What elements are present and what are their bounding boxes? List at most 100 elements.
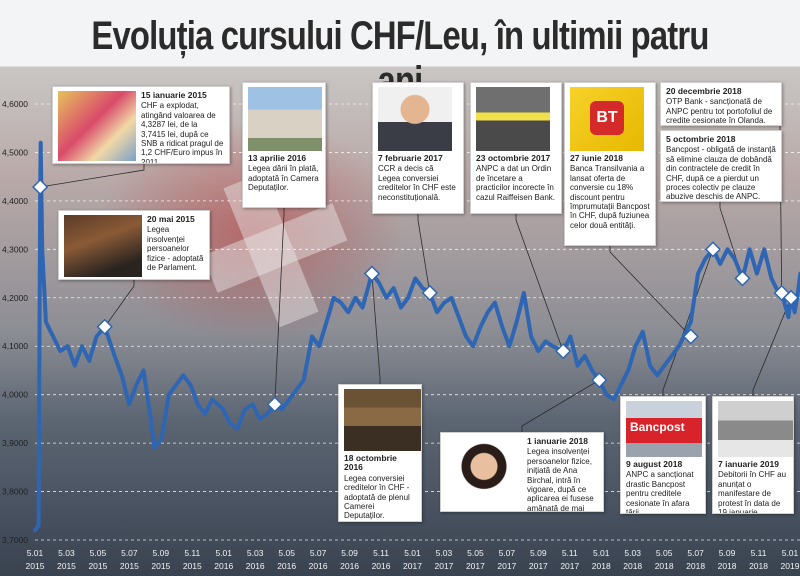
x-tick-month: 5.01 — [404, 548, 421, 558]
parliament-palace-photo — [248, 87, 322, 151]
ccr-official-photo — [378, 87, 452, 151]
x-tick-year: 2015 — [26, 561, 45, 571]
connector-line — [662, 249, 714, 396]
annotation-20-may-2015: 20 mai 2015 Legea insolvenței persoanelor… — [58, 210, 210, 280]
x-tick-year: 2018 — [655, 561, 674, 571]
x-tick-month: 5.05 — [278, 548, 295, 558]
bancpost-sign-photo: Bancpost — [626, 401, 702, 457]
event-marker — [682, 328, 699, 345]
event-marker — [266, 396, 283, 413]
x-tick-year: 2018 — [592, 561, 611, 571]
connector-line — [40, 164, 145, 188]
bt-logo: BT — [590, 101, 624, 135]
connector-line — [752, 297, 792, 396]
annotation-7-jan-2019: 7 ianuarie 2019 Debitorii în CHF au anunț… — [712, 396, 794, 514]
x-tick-month: 5.01 — [27, 548, 44, 558]
y-tick-label: 4,0000 — [2, 390, 28, 400]
annotation-date: 20 mai 2015 — [147, 215, 195, 224]
x-tick-year: 2016 — [246, 561, 265, 571]
annotation-date: 15 ianuarie 2015 — [141, 91, 207, 100]
annotation-7-feb-2017: 7 februarie 2017 CCR a decis că Legea con… — [372, 82, 464, 214]
y-tick-label: 4,4000 — [2, 196, 28, 206]
connector-line — [521, 379, 600, 432]
x-tick-year: 2015 — [120, 561, 139, 571]
connector-line — [515, 214, 564, 352]
event-markers — [32, 178, 800, 413]
annotation-text: Bancpost - obligată de instanță să elimi… — [666, 145, 776, 202]
swiss-banknotes-photo — [58, 91, 136, 161]
x-tick-month: 5.03 — [247, 548, 264, 558]
connector-line — [274, 208, 285, 405]
x-axis-ticks: 5.01 2015 5.03 2015 5.05 2015 5.07 2015 5.09 2015… — [26, 548, 800, 571]
x-tick-year: 2018 — [749, 561, 768, 571]
x-tick-year: 2016 — [309, 561, 328, 571]
x-tick-year: 2019 — [781, 561, 800, 571]
annotation-date: 23 octombrie 2017 — [476, 153, 551, 163]
annotation-5-oct-2018: 5 octombrie 2018 Bancpost - obligată de i… — [660, 130, 782, 202]
connector-line — [719, 202, 743, 279]
annotation-27-jun-2018: BT 27 iunie 2018 Banca Transilvania a lan… — [564, 82, 656, 246]
y-axis-ticks: 3,7000 3,8000 3,9000 4,0000 4,1000 4,2000 4,30… — [2, 99, 28, 545]
bancpost-logo: Bancpost — [630, 420, 685, 434]
x-tick-year: 2018 — [718, 561, 737, 571]
raiffeisen-bank-photo — [476, 87, 550, 151]
y-tick-label: 4,2000 — [2, 293, 28, 303]
connector-line — [371, 273, 381, 384]
x-tick-month: 5.11 — [373, 548, 389, 558]
annotation-text: Legea dării în plată, adoptată în Camera… — [248, 164, 319, 193]
x-tick-year: 2016 — [277, 561, 296, 571]
x-tick-year: 2017 — [529, 561, 548, 571]
y-tick-label: 4,5000 — [2, 147, 28, 157]
x-tick-month: 5.11 — [562, 548, 578, 558]
y-tick-label: 3,9000 — [2, 438, 28, 448]
annotation-23-oct-2017: 23 octombrie 2017 ANPC a dat un Ordin de … — [470, 82, 562, 214]
x-tick-month: 5.03 — [436, 548, 453, 558]
y-tick-label: 4,3000 — [2, 244, 28, 254]
y-tick-label: 4,1000 — [2, 341, 28, 351]
x-tick-year: 2016 — [214, 561, 233, 571]
annotation-text: ANPC a dat un Ordin de încetare a practi… — [476, 164, 556, 202]
x-tick-month: 5.07 — [121, 548, 138, 558]
x-tick-month: 5.05 — [467, 548, 484, 558]
x-tick-month: 5.07 — [310, 548, 327, 558]
annotation-text: OTP Bank - sancționată de ANPC pentru to… — [666, 97, 773, 126]
x-tick-month: 5.01 — [215, 548, 232, 558]
banca-transilvania-logo-photo: BT — [570, 87, 644, 151]
annotation-date: 9 august 2018 — [626, 459, 683, 469]
x-tick-year: 2017 — [466, 561, 485, 571]
x-tick-month: 5.05 — [90, 548, 107, 558]
event-marker — [555, 342, 572, 360]
annotation-date: 13 aprilie 2016 — [248, 153, 307, 163]
x-tick-year: 2017 — [403, 561, 422, 571]
annotation-13-apr-2016: 13 aprilie 2016 Legea dării în plată, ado… — [242, 82, 326, 208]
x-tick-month: 5.03 — [624, 548, 641, 558]
annotation-date: 18 octombrie 2016 — [344, 453, 397, 473]
connector-line — [609, 246, 692, 337]
annotation-text: Legea insolvenței persoanelor fizice, in… — [527, 447, 594, 512]
annotation-9-aug-2018: Bancpost 9 august 2018 ANPC a sancționat … — [620, 396, 706, 514]
x-tick-month: 5.01 — [782, 548, 799, 558]
x-tick-year: 2017 — [497, 561, 516, 571]
annotation-date: 5 octombrie 2018 — [666, 135, 736, 144]
x-tick-year: 2015 — [151, 561, 170, 571]
event-marker — [421, 284, 438, 302]
event-marker — [32, 178, 49, 196]
y-tick-label: 3,7000 — [2, 535, 28, 545]
x-tick-month: 5.09 — [153, 548, 170, 558]
chf-leu-series-line — [33, 140, 800, 533]
annotation-date: 27 iunie 2018 — [570, 153, 623, 163]
y-tick-label: 3,8000 — [2, 487, 28, 497]
annotation-text: Legea insolvenței persoanelor fizice - a… — [147, 225, 204, 273]
x-tick-year: 2016 — [372, 561, 391, 571]
parliament-plenary-photo — [344, 389, 421, 451]
x-tick-month: 5.09 — [341, 548, 358, 558]
event-marker — [734, 270, 751, 287]
event-marker — [591, 372, 608, 389]
event-marker — [363, 265, 381, 282]
annotation-date: 7 februarie 2017 — [378, 153, 443, 163]
event-marker — [782, 289, 800, 306]
x-tick-year: 2017 — [434, 561, 453, 571]
gavel-photo — [64, 215, 142, 277]
annotation-15-jan-2015: 15 ianuarie 2015 CHF a explodat, atingând… — [52, 86, 230, 164]
